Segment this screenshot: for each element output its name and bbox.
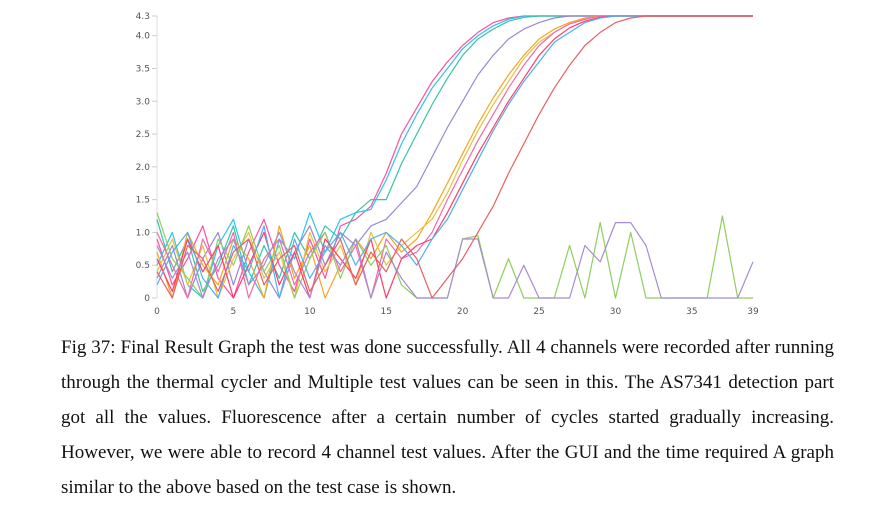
y-tick-label: 1.5 [136,196,150,206]
x-tick-label: 39 [747,307,759,317]
y-tick-label: 3.5 [136,64,150,74]
y-tick-label: 1.0 [136,228,151,238]
y-tick-label: 3.0 [136,97,151,107]
figure-caption: Fig 37: Final Result Graph the test was … [61,337,834,498]
series-line-3 [156,15,753,292]
y-tick-label: 4.3 [136,12,150,22]
y-tick-label: 2.0 [136,163,151,173]
series-lines [156,15,754,299]
amplification-chart: 0 0.5 1.0 1.5 2.0 2.5 3.0 3.5 4.0 4.3 0 5 10 15 20 25 3… [136,12,759,317]
series-line-12 [156,15,753,299]
x-tick-label: 35 [686,307,697,317]
x-tick-label: 10 [304,307,316,317]
x-tick-label: 0 [154,307,160,317]
y-tick-label: 2.5 [136,130,150,140]
x-axis-ticks: 0 5 10 15 20 25 30 35 39 [154,307,759,317]
y-tick-label: 4.0 [136,32,151,42]
x-tick-label: 30 [610,307,622,317]
y-axis-ticks: 0 0.5 1.0 1.5 2.0 2.5 3.0 3.5 4.0 4.3 [136,12,157,304]
x-tick-label: 20 [457,307,469,317]
x-tick-label: 25 [533,307,544,317]
y-tick-label: 0 [144,294,150,304]
y-tick-label: 0.5 [136,261,150,271]
chart-canvas: 0 0.5 1.0 1.5 2.0 2.5 3.0 3.5 4.0 4.3 0 5 10 15 20 25 3… [136,12,759,317]
x-tick-label: 15 [381,307,392,317]
x-tick-label: 5 [231,307,237,317]
